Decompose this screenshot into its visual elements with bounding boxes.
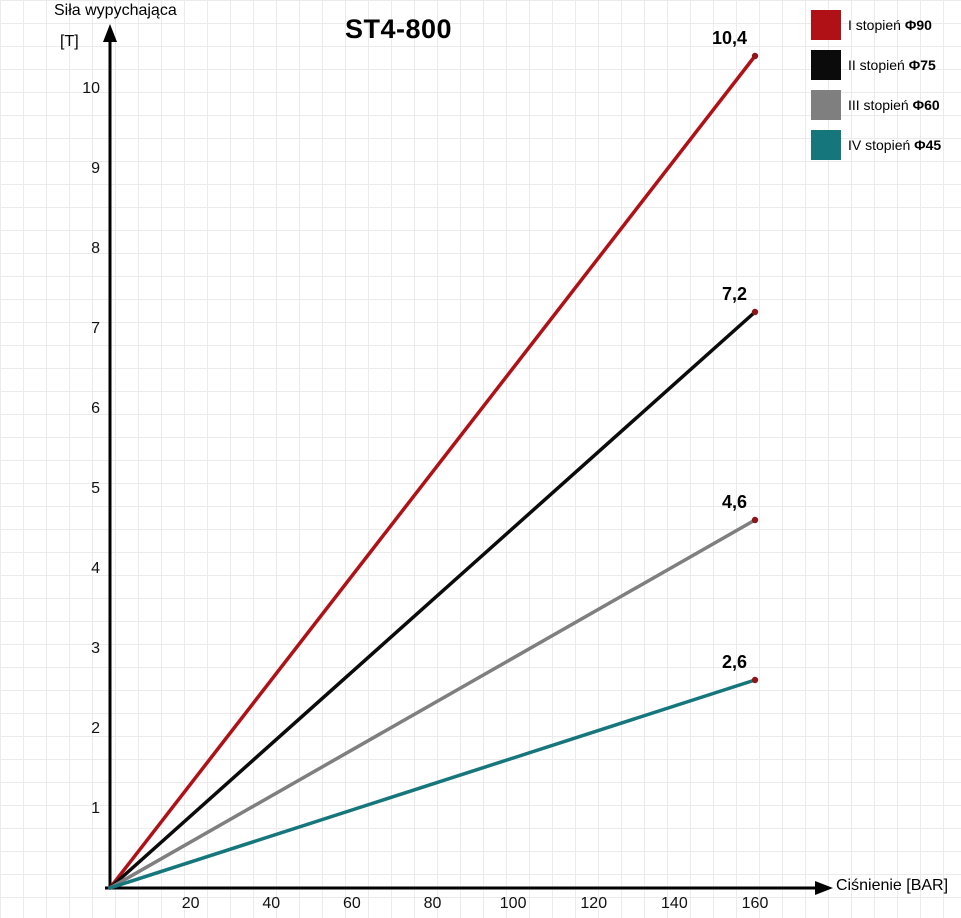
series-line <box>108 678 757 890</box>
y-axis-label-line2: [T] <box>60 33 79 50</box>
series-line <box>108 518 757 890</box>
x-tick-label: 160 <box>742 895 769 912</box>
y-axis-label-line1: Siła wypychająca <box>54 2 177 19</box>
legend-label-stage2: II stopień Φ75 <box>848 57 936 73</box>
legend-swatch-stage4 <box>811 130 841 160</box>
y-tick-label: 5 <box>91 480 100 497</box>
legend: I stopień Φ90 II stopień Φ75 III stopień… <box>811 10 961 170</box>
series-end-value-label: 7,2 <box>722 284 747 304</box>
x-tick-label: 100 <box>500 895 527 912</box>
y-tick-label: 4 <box>91 560 100 577</box>
x-tick-label: 20 <box>182 895 200 912</box>
y-tick-label: 9 <box>91 160 100 177</box>
y-tick-label: 7 <box>91 320 100 337</box>
legend-label-text: II stopień <box>848 57 909 73</box>
legend-item-stage3: III stopień Φ60 <box>811 90 961 120</box>
legend-label-text: I stopień <box>848 17 905 33</box>
chart-title: ST4-800 <box>345 14 453 44</box>
series-endpoint-dot <box>751 516 759 524</box>
legend-label-phi: Φ75 <box>908 57 936 73</box>
legend-item-stage2: II stopień Φ75 <box>811 50 961 80</box>
y-axis-arrow <box>103 24 117 42</box>
legend-swatch-stage2 <box>811 50 841 80</box>
y-tick-label: 10 <box>82 80 100 97</box>
legend-label-phi: Φ45 <box>914 137 942 153</box>
legend-label-stage4: IV stopień Φ45 <box>848 137 941 153</box>
y-tick-label: 2 <box>91 720 100 737</box>
series-end-value-label: 2,6 <box>722 652 747 672</box>
x-tick-label: 80 <box>424 895 442 912</box>
series-endpoint-dot <box>751 52 759 60</box>
x-tick-label: 120 <box>580 895 607 912</box>
x-tick-label: 40 <box>262 895 280 912</box>
series-line <box>108 310 757 890</box>
y-tick-label: 3 <box>91 640 100 657</box>
legend-item-stage4: IV stopień Φ45 <box>811 130 961 160</box>
y-tick-label: 6 <box>91 400 100 417</box>
series-line <box>108 54 757 890</box>
x-axis-label: Ciśnienie [BAR] <box>836 877 949 894</box>
series-end-value-label: 4,6 <box>722 492 747 512</box>
series-endpoint-dot <box>751 676 759 684</box>
legend-label-text: IV stopień <box>848 137 915 153</box>
y-tick-label: 8 <box>91 240 100 257</box>
y-tick-label: 1 <box>91 800 100 817</box>
legend-swatch-stage3 <box>811 90 841 120</box>
legend-label-phi: Φ90 <box>904 17 932 33</box>
x-axis-arrow <box>815 881 833 895</box>
legend-label-text: III stopień <box>848 97 913 113</box>
legend-label-stage1: I stopień Φ90 <box>848 17 932 33</box>
x-tick-label: 60 <box>343 895 361 912</box>
legend-label-stage3: III stopień Φ60 <box>848 97 940 113</box>
legend-swatch-stage1 <box>811 10 841 40</box>
series-endpoint-dot <box>751 308 759 316</box>
legend-item-stage1: I stopień Φ90 <box>811 10 961 40</box>
legend-label-phi: Φ60 <box>912 97 940 113</box>
series-end-value-label: 10,4 <box>712 28 747 48</box>
x-tick-label: 140 <box>661 895 688 912</box>
